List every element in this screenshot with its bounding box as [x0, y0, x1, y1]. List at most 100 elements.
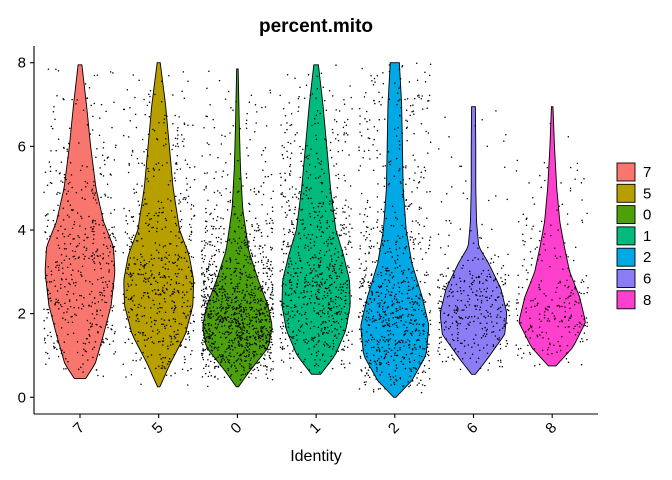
data-point: [402, 385, 404, 388]
data-point: [47, 311, 50, 314]
data-point: [208, 241, 210, 243]
data-point: [245, 308, 248, 311]
data-point: [201, 342, 203, 344]
data-point: [178, 282, 180, 285]
data-point: [55, 266, 57, 268]
y-tick-label: 0: [18, 389, 26, 406]
data-point: [420, 176, 422, 178]
data-point: [244, 360, 246, 362]
data-point: [318, 219, 321, 222]
data-point: [293, 268, 295, 270]
data-point: [324, 296, 327, 299]
data-point: [340, 271, 343, 274]
data-point: [522, 239, 524, 242]
data-point: [113, 101, 115, 103]
data-point: [526, 278, 528, 281]
data-point: [364, 367, 367, 369]
data-point: [402, 196, 404, 198]
data-point: [398, 140, 401, 142]
data-point: [325, 109, 328, 112]
data-point: [165, 324, 168, 327]
data-point: [481, 119, 483, 121]
data-point: [157, 162, 160, 164]
data-point: [311, 270, 313, 272]
data-point: [260, 325, 263, 328]
data-point: [384, 313, 387, 316]
data-point: [424, 170, 427, 172]
data-point: [551, 312, 554, 314]
data-point: [365, 372, 368, 375]
data-point: [336, 277, 338, 280]
data-point: [268, 320, 271, 323]
data-point: [530, 299, 532, 302]
data-point: [345, 266, 348, 269]
data-point: [148, 261, 151, 263]
data-point: [216, 347, 218, 349]
data-point: [323, 326, 326, 329]
data-point: [476, 305, 478, 307]
data-point: [315, 211, 317, 213]
data-point: [335, 233, 338, 235]
data-point: [400, 315, 403, 317]
data-point: [395, 248, 398, 251]
data-point: [506, 342, 509, 345]
data-point: [161, 164, 164, 167]
data-point: [165, 219, 168, 222]
data-point: [260, 309, 262, 311]
data-point: [393, 383, 396, 385]
data-point: [416, 95, 419, 97]
data-point: [306, 304, 308, 306]
data-point: [456, 290, 459, 293]
data-point: [147, 224, 149, 227]
data-point: [141, 185, 143, 187]
data-point: [249, 293, 251, 296]
data-point: [141, 256, 143, 258]
data-point: [62, 181, 64, 184]
data-point: [490, 276, 492, 278]
data-point: [245, 122, 248, 125]
data-point: [303, 303, 305, 306]
data-point: [287, 322, 290, 325]
data-point: [568, 295, 570, 297]
data-point: [553, 315, 556, 317]
data-point: [418, 223, 421, 226]
data-point: [396, 103, 398, 106]
data-point: [229, 199, 232, 202]
data-point: [308, 154, 311, 157]
data-point: [249, 344, 252, 346]
data-point: [331, 128, 334, 131]
data-point: [168, 360, 170, 363]
data-point: [140, 357, 143, 359]
data-point: [330, 355, 332, 358]
data-point: [371, 261, 374, 263]
data-point: [287, 200, 290, 202]
data-point: [395, 342, 397, 345]
data-point: [57, 215, 60, 217]
data-point: [561, 320, 563, 323]
data-point: [567, 286, 569, 289]
data-point: [468, 316, 470, 318]
data-point: [225, 356, 227, 358]
data-point: [329, 274, 332, 276]
data-point: [110, 295, 113, 297]
data-point: [210, 334, 212, 337]
data-point: [80, 271, 82, 274]
data-point: [168, 261, 170, 263]
data-point: [414, 367, 416, 369]
data-point: [290, 112, 293, 115]
data-point: [94, 302, 96, 305]
data-point: [58, 269, 60, 271]
data-point: [420, 171, 423, 174]
data-point: [138, 79, 140, 82]
data-point: [160, 318, 163, 320]
data-point: [281, 332, 284, 334]
data-point: [251, 294, 254, 296]
data-point: [366, 320, 368, 322]
data-point: [500, 277, 502, 279]
data-point: [157, 289, 159, 291]
data-point: [249, 320, 252, 323]
data-point: [459, 368, 462, 371]
data-point: [239, 271, 241, 274]
data-point: [296, 310, 299, 312]
data-point: [345, 317, 348, 320]
